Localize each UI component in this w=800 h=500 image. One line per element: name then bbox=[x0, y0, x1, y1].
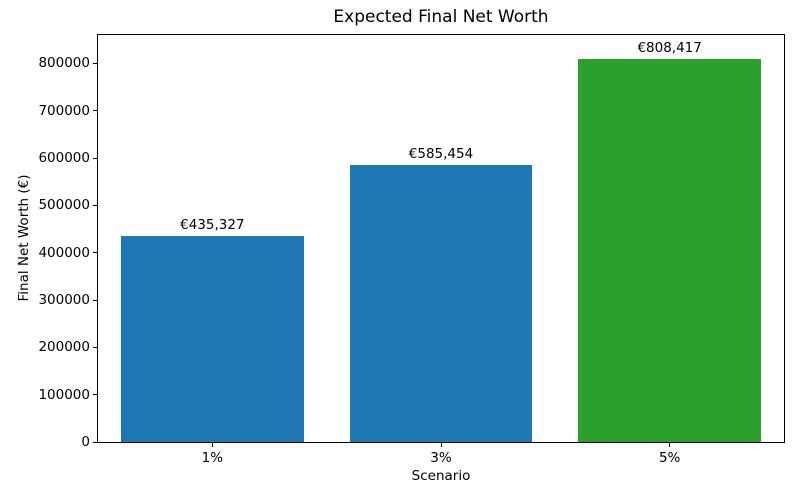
y-tick-mark bbox=[93, 62, 97, 64]
plot-area: €435,327 €585,454 €808,417 bbox=[97, 34, 785, 443]
y-tick-label: 200000 bbox=[38, 339, 90, 356]
y-tick-label: 500000 bbox=[38, 197, 90, 214]
y-axis-label: Final Net Worth (€) bbox=[16, 174, 32, 302]
y-tick-label: 700000 bbox=[38, 102, 90, 119]
y-tick-mark bbox=[93, 441, 97, 443]
x-tick-mark bbox=[440, 443, 442, 447]
y-tick-label: 800000 bbox=[38, 55, 90, 72]
y-tick-label: 400000 bbox=[38, 244, 90, 261]
y-tick-label: 300000 bbox=[38, 292, 90, 309]
y-tick-mark bbox=[93, 252, 97, 254]
bar-value-label: €808,417 bbox=[637, 40, 702, 57]
y-tick-mark bbox=[93, 346, 97, 348]
x-tick-label: 1% bbox=[201, 450, 224, 466]
y-tick-label: 600000 bbox=[38, 150, 90, 167]
y-tick-mark bbox=[93, 157, 97, 159]
x-tick-mark bbox=[669, 443, 671, 447]
x-tick-mark bbox=[211, 443, 213, 447]
y-tick-mark bbox=[93, 110, 97, 112]
bar-value-label: €435,327 bbox=[180, 216, 245, 233]
y-tick-mark bbox=[93, 204, 97, 206]
chart-title: Expected Final Net Worth bbox=[333, 7, 549, 27]
x-tick-label: 3% bbox=[430, 450, 452, 466]
bar-1% bbox=[120, 235, 304, 442]
x-tick-label: 5% bbox=[658, 450, 681, 466]
y-tick-mark bbox=[93, 299, 97, 301]
y-tick-label: 100000 bbox=[38, 386, 90, 403]
bar-3% bbox=[349, 164, 533, 442]
bar-5% bbox=[578, 59, 762, 442]
bar-value-label: €585,454 bbox=[408, 145, 474, 162]
y-tick-mark bbox=[93, 394, 97, 396]
x-axis-label: Scenario bbox=[411, 468, 471, 484]
y-tick-label: 0 bbox=[81, 434, 90, 450]
